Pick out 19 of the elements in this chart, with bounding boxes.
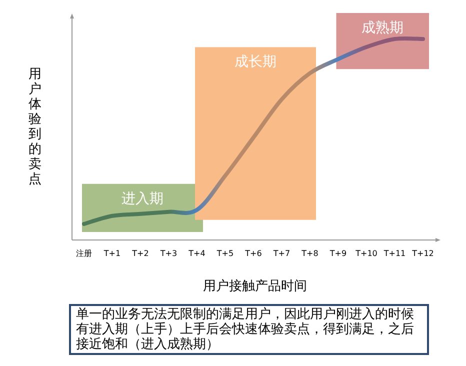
band-label: 成熟期: [362, 20, 404, 36]
x-tick-label: T+5: [216, 249, 234, 258]
x-tick-label: T+3: [159, 249, 178, 258]
text: 单一的业务无法无限制的满足用户，因此用户刚进入的时候有进入期（上手）上手后会快速体验卖点，得到满足，之后接近饱和（进入成熟期）: [76, 307, 415, 352]
band-label: 成长期: [234, 54, 276, 70]
x-tick-label: T+12: [411, 249, 434, 258]
x-tick-label: T+2: [131, 249, 149, 258]
x-tick-label: T+10: [354, 249, 378, 258]
x-tick-label: T+4: [188, 249, 206, 258]
band-label: 进入期: [122, 190, 164, 207]
x-tick-label: T+6: [244, 249, 262, 258]
x-tick-label: T+9: [328, 249, 347, 258]
x-axis-title: 用户接触产品时间: [203, 279, 307, 294]
x-tick-label: T+7: [272, 249, 290, 258]
x-tick-label: T+8: [300, 249, 318, 258]
y-axis-title: 用户体验到的卖点: [28, 67, 42, 187]
x-tick-label: T+1: [102, 249, 121, 258]
x-tick-label: 注册: [76, 249, 92, 258]
x-tick-label: T+11: [382, 249, 406, 258]
